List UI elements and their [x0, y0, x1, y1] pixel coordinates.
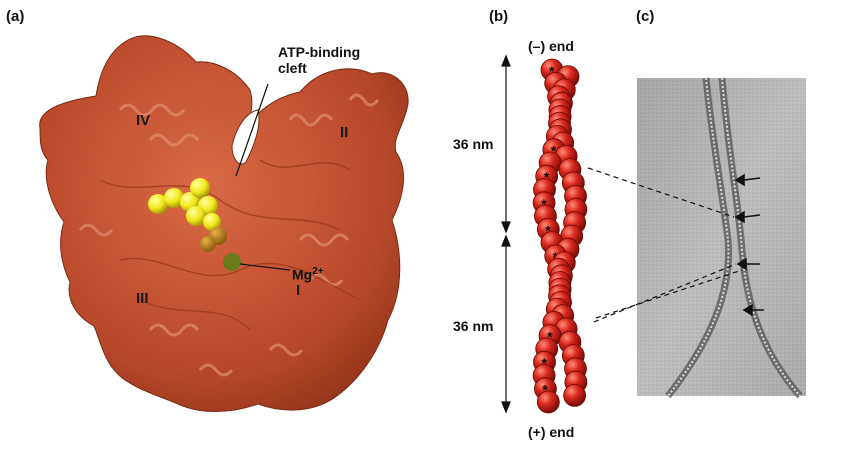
ion-label: Mg2+: [292, 264, 324, 283]
panel-label-c: (c): [636, 8, 655, 25]
filament-subunit: [536, 390, 560, 414]
subunit-marker: *: [545, 222, 551, 238]
atp-molecule: [148, 178, 227, 252]
magnesium-ion: [223, 253, 241, 271]
subunit-marker: *: [542, 382, 548, 398]
minus-end-label: (–) end: [528, 38, 574, 54]
panel-label-a: (a): [6, 8, 25, 25]
subdomain-label-i: I: [296, 282, 301, 299]
subunit-marker: *: [549, 63, 555, 79]
subunit-marker: *: [544, 169, 550, 185]
ion-charge: 2+: [312, 266, 324, 277]
subunit-marker: *: [547, 329, 553, 345]
subdomain-label-ii: II: [340, 124, 349, 141]
repeat-connector-lines: [587, 167, 743, 323]
lower-repeat-label: 36 nm: [453, 318, 494, 334]
subunit-marker: *: [541, 196, 547, 212]
electron-micrograph: [637, 77, 806, 399]
subunit-marker: *: [542, 355, 548, 371]
ion-leader-line: [239, 263, 291, 271]
cleft-leader-line: [235, 83, 269, 177]
actin-monomer-surface: [39, 35, 409, 412]
subdomain-label-iv: IV: [136, 112, 151, 129]
subunit-marker: *: [551, 143, 557, 159]
panel-label-b: (b): [489, 8, 509, 25]
cleft-label-line1: ATP-binding: [278, 44, 361, 60]
filament-subunit: [563, 383, 586, 407]
subdomain-label-iii: III: [136, 290, 149, 307]
ion-symbol: Mg: [292, 266, 313, 283]
cleft-label-line2: cleft: [278, 60, 307, 76]
plus-end-label: (+) end: [528, 424, 575, 440]
actin-filament: *************: [532, 58, 588, 414]
micrograph-arrows: [734, 173, 764, 317]
filament-dimension-arrows: [501, 54, 511, 414]
upper-repeat-label: 36 nm: [453, 136, 494, 152]
